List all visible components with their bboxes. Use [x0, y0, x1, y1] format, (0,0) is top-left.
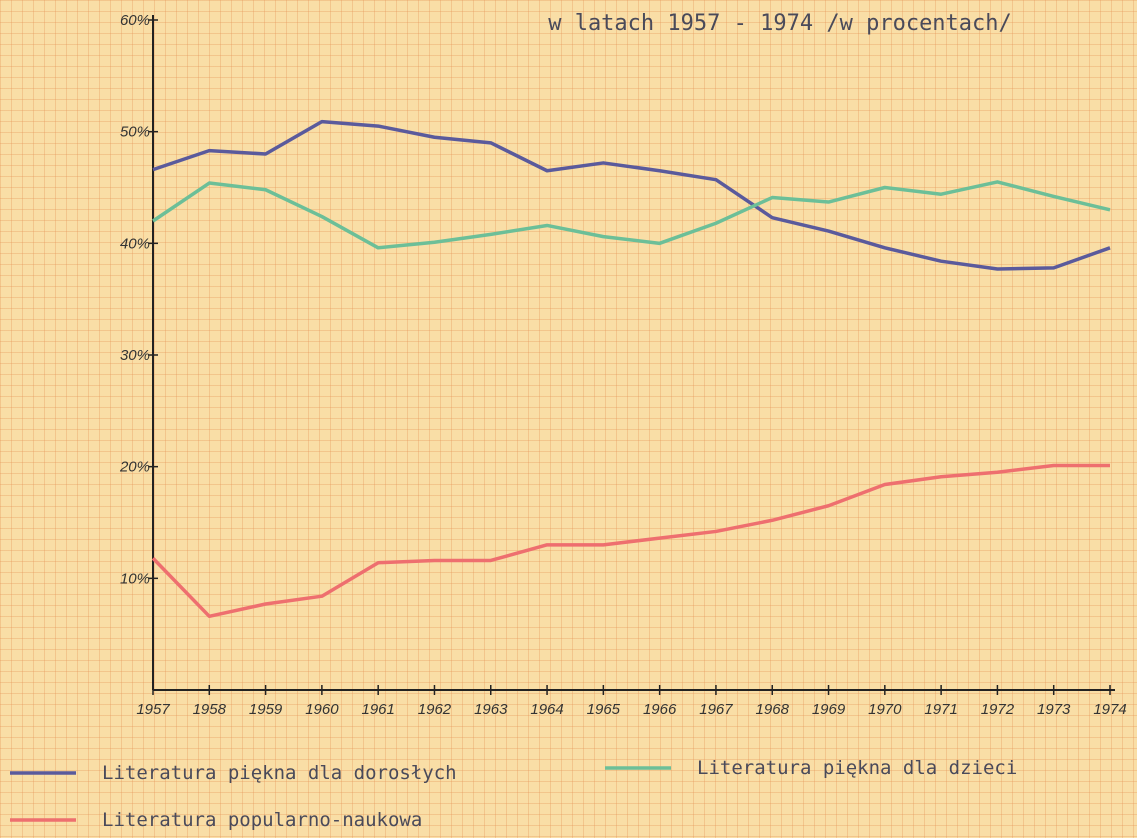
legend-label: Literatura piękna dla dorosłych	[102, 762, 457, 784]
x-tick-label: 1958	[193, 701, 227, 718]
x-tick-label: 1971	[924, 701, 957, 718]
y-tick-label: 30%	[120, 347, 150, 364]
x-tick-label: 1968	[756, 701, 790, 718]
x-tick-label: 1957	[136, 701, 170, 718]
y-tick-label: 60%	[120, 12, 150, 29]
y-tick-label: 40%	[120, 235, 150, 252]
x-tick-label: 1960	[305, 701, 339, 718]
x-tick-label: 1970	[868, 701, 902, 718]
x-tick-label: 1962	[418, 701, 452, 718]
x-tick-label: 1966	[643, 701, 677, 718]
legend-label: Literatura piękna dla dzieci	[697, 757, 1017, 779]
x-tick-label: 1974	[1093, 701, 1126, 718]
legend-label: Literatura popularno-naukowa	[102, 809, 422, 831]
x-tick-label: 1963	[474, 701, 508, 718]
x-tick-label: 1967	[699, 701, 733, 718]
x-tick-label: 1973	[1037, 701, 1071, 718]
x-tick-label: 1961	[361, 701, 394, 718]
x-tick-label: 1964	[530, 701, 563, 718]
y-tick-label: 20%	[119, 459, 150, 476]
chart: w latach 1957 - 1974 /w procentach/ 10% 2…	[0, 0, 1137, 838]
x-tick-label: 1959	[249, 701, 283, 718]
y-tick-label: 10%	[120, 570, 150, 587]
chart-title: w latach 1957 - 1974 /w procentach/	[548, 11, 1012, 36]
y-tick-label: 50%	[120, 124, 150, 141]
line	[153, 122, 1110, 269]
x-tick-label: 1972	[981, 701, 1015, 718]
x-tick-label: 1969	[812, 701, 846, 718]
x-tick-label: 1965	[587, 701, 621, 718]
line	[153, 182, 1110, 248]
page: w latach 1957 - 1974 /w procentach/ 10% 2…	[0, 0, 1137, 838]
line	[153, 466, 1110, 617]
